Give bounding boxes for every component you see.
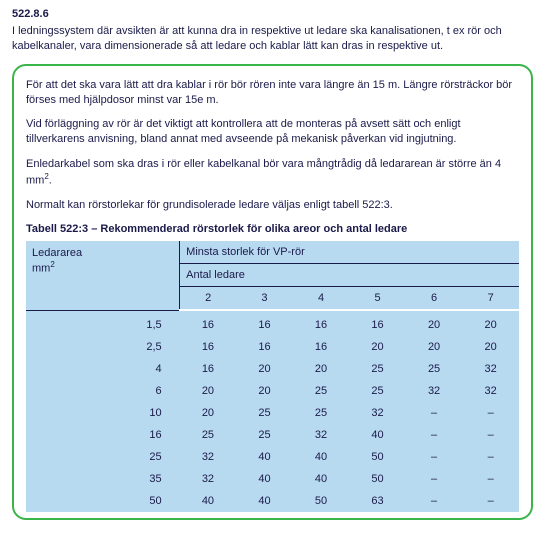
callout-p3-a: Enledarkabel som ska dras i rör eller ka… <box>26 158 501 187</box>
callout-p4: Normalt kan rörstorlekar för grundisoler… <box>26 198 519 213</box>
row-label: 2,5 <box>26 336 180 358</box>
cell: – <box>406 468 463 490</box>
cell: 40 <box>293 468 350 490</box>
cell: 20 <box>349 336 406 358</box>
cell: 40 <box>236 446 293 468</box>
cell: 32 <box>293 424 350 446</box>
cell: 20 <box>462 310 519 336</box>
cell: 32 <box>349 402 406 424</box>
corner-line1: Ledararea <box>32 247 82 259</box>
table-row: 50 40 40 50 63 – – <box>26 490 519 512</box>
row-label: 4 <box>26 358 180 380</box>
col-header: 6 <box>406 287 463 311</box>
callout-p3-b: . <box>49 175 52 187</box>
table-row: 35 32 40 40 50 – – <box>26 468 519 490</box>
corner-line2sup: 2 <box>50 260 54 269</box>
row-label: 6 <box>26 380 180 402</box>
table-row: 2,5 16 16 16 20 20 20 <box>26 336 519 358</box>
cell: 20 <box>462 336 519 358</box>
cell: 32 <box>462 380 519 402</box>
callout-p2: Vid förläggning av rör är det viktigt at… <box>26 117 519 147</box>
cell: 25 <box>180 424 237 446</box>
col-header: 4 <box>293 287 350 311</box>
table-top-span: Minsta storlek för VP-rör <box>180 241 519 264</box>
cell: 50 <box>349 468 406 490</box>
cell: 25 <box>349 358 406 380</box>
cell: – <box>406 402 463 424</box>
cell: 50 <box>349 446 406 468</box>
table-row: 25 32 40 40 50 – – <box>26 446 519 468</box>
col-header: 5 <box>349 287 406 311</box>
table-row: 10 20 25 25 32 – – <box>26 402 519 424</box>
cell: 20 <box>180 402 237 424</box>
cell: 20 <box>236 358 293 380</box>
section-number: 522.8.6 <box>12 8 533 20</box>
cell: 16 <box>236 336 293 358</box>
cell: 16 <box>180 336 237 358</box>
cell: 20 <box>236 380 293 402</box>
cell: – <box>406 446 463 468</box>
cell: 20 <box>180 380 237 402</box>
table-row: 16 25 25 32 40 – – <box>26 424 519 446</box>
col-header: 7 <box>462 287 519 311</box>
cell: 25 <box>293 402 350 424</box>
cell: 32 <box>406 380 463 402</box>
cell: 40 <box>180 490 237 512</box>
cell: 32 <box>180 468 237 490</box>
cell: 16 <box>180 358 237 380</box>
cell: – <box>462 468 519 490</box>
cell: 16 <box>236 310 293 336</box>
cell: 16 <box>349 310 406 336</box>
table-corner: Ledararea mm2 <box>26 241 180 310</box>
row-label: 10 <box>26 402 180 424</box>
cell: 32 <box>462 358 519 380</box>
table-title: Tabell 522:3 – Rekommenderad rörstorlek … <box>26 223 519 235</box>
row-label: 1,5 <box>26 310 180 336</box>
intro-paragraph: I ledningssystem där avsikten är att kun… <box>12 24 533 54</box>
row-label: 25 <box>26 446 180 468</box>
cell: – <box>462 490 519 512</box>
cell: 16 <box>293 310 350 336</box>
pipe-size-table: Ledararea mm2 Minsta storlek för VP-rör … <box>26 241 519 512</box>
cell: – <box>462 424 519 446</box>
row-label: 35 <box>26 468 180 490</box>
col-header: 2 <box>180 287 237 311</box>
callout-p1: För att det ska vara lätt att dra kablar… <box>26 78 519 108</box>
row-label: 16 <box>26 424 180 446</box>
cell: 25 <box>236 402 293 424</box>
table-row: 4 16 20 20 25 25 32 <box>26 358 519 380</box>
cell: 32 <box>180 446 237 468</box>
cell: 25 <box>406 358 463 380</box>
table-mid-span: Antal ledare <box>180 264 519 287</box>
cell: – <box>406 490 463 512</box>
cell: 63 <box>349 490 406 512</box>
cell: – <box>406 424 463 446</box>
cell: 25 <box>349 380 406 402</box>
callout-p3: Enledarkabel som ska dras i rör eller ka… <box>26 157 519 188</box>
corner-line2a: mm <box>32 263 50 275</box>
cell: 16 <box>180 310 237 336</box>
cell: 16 <box>293 336 350 358</box>
cell: – <box>462 446 519 468</box>
cell: 50 <box>293 490 350 512</box>
table-row: 1,5 16 16 16 16 20 20 <box>26 310 519 336</box>
cell: 25 <box>236 424 293 446</box>
callout-box: För att det ska vara lätt att dra kablar… <box>12 64 533 521</box>
cell: 20 <box>406 310 463 336</box>
col-header: 3 <box>236 287 293 311</box>
cell: 40 <box>293 446 350 468</box>
cell: 40 <box>236 490 293 512</box>
table-row: 6 20 20 25 25 32 32 <box>26 380 519 402</box>
cell: 40 <box>236 468 293 490</box>
cell: 20 <box>293 358 350 380</box>
cell: 40 <box>349 424 406 446</box>
cell: – <box>462 402 519 424</box>
row-label: 50 <box>26 490 180 512</box>
cell: 20 <box>406 336 463 358</box>
cell: 25 <box>293 380 350 402</box>
